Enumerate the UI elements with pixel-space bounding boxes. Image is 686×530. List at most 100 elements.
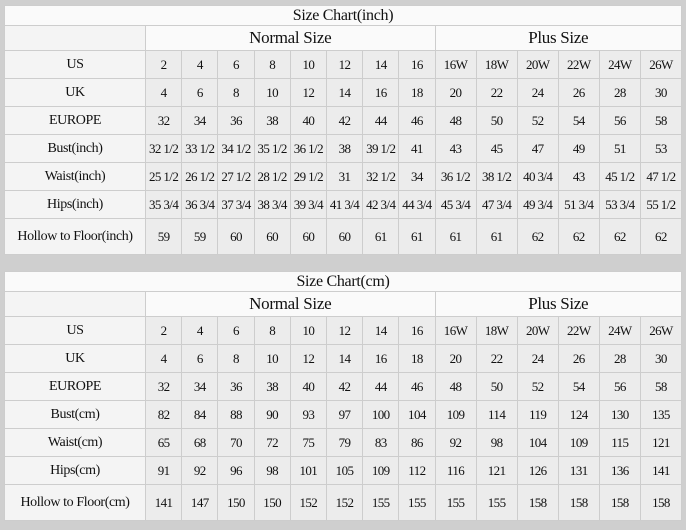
size-cell: 48 bbox=[434, 106, 477, 135]
size-cell: 45 3/4 bbox=[434, 190, 477, 219]
table-row: Hips(inch) 35 3/4 36 3/4 37 3/4 38 3/4 39 3/4… bbox=[4, 190, 683, 219]
size-cell: 32 bbox=[144, 106, 183, 135]
row-label: Hips(inch) bbox=[4, 190, 146, 219]
size-cell: 26W bbox=[639, 50, 683, 79]
size-cell: 12 bbox=[289, 344, 327, 373]
size-cell: 25 1/2 bbox=[144, 162, 183, 191]
size-cell: 36 bbox=[217, 372, 255, 401]
size-cell: 34 bbox=[398, 162, 436, 191]
size-cell: 126 bbox=[516, 456, 559, 485]
size-cell: 26W bbox=[639, 316, 683, 345]
size-cell: 16 bbox=[398, 50, 436, 79]
size-cell: 22W bbox=[557, 50, 600, 79]
size-cell: 34 bbox=[181, 372, 219, 401]
size-cell: 24 bbox=[516, 78, 559, 107]
size-cell: 27 1/2 bbox=[217, 162, 255, 191]
size-cell: 2 bbox=[144, 316, 183, 345]
size-cell: 130 bbox=[598, 400, 641, 429]
size-cell: 62 bbox=[639, 218, 683, 255]
size-chart-inch: Size Chart(inch) Normal Size Plus Size US 2 4… bbox=[4, 5, 683, 255]
row-label: Hips(cm) bbox=[4, 456, 146, 485]
blank-header-cell bbox=[4, 25, 146, 51]
size-cell: 135 bbox=[639, 400, 683, 429]
size-cell: 40 3/4 bbox=[516, 162, 559, 191]
size-cell: 109 bbox=[434, 400, 477, 429]
size-cell: 121 bbox=[639, 428, 683, 457]
size-cell: 24W bbox=[598, 50, 641, 79]
size-cell: 31 bbox=[325, 162, 364, 191]
size-cell: 38 bbox=[253, 372, 291, 401]
size-cell: 53 3/4 bbox=[598, 190, 641, 219]
size-cell: 26 1/2 bbox=[181, 162, 219, 191]
row-label: US bbox=[4, 316, 146, 345]
size-cell: 42 3/4 bbox=[362, 190, 400, 219]
size-cell: 42 bbox=[325, 106, 364, 135]
size-cell: 8 bbox=[253, 50, 291, 79]
size-cell: 36 1/2 bbox=[289, 134, 327, 163]
size-cell: 114 bbox=[475, 400, 518, 429]
size-cell: 38 3/4 bbox=[253, 190, 291, 219]
size-cell: 18 bbox=[398, 78, 436, 107]
size-cell: 29 1/2 bbox=[289, 162, 327, 191]
size-cell: 14 bbox=[362, 316, 400, 345]
size-cell: 20W bbox=[516, 50, 559, 79]
size-cell: 18W bbox=[475, 50, 518, 79]
row-label: Hollow to Floor(inch) bbox=[4, 218, 146, 255]
size-cell: 51 bbox=[598, 134, 641, 163]
size-cell: 8 bbox=[217, 78, 255, 107]
chart-title: Size Chart(inch) bbox=[4, 5, 682, 26]
size-cell: 53 bbox=[639, 134, 683, 163]
size-cell: 41 3/4 bbox=[325, 190, 364, 219]
size-cell: 72 bbox=[253, 428, 291, 457]
size-cell: 79 bbox=[325, 428, 364, 457]
size-cell: 61 bbox=[475, 218, 518, 255]
row-label: EUROPE bbox=[4, 106, 146, 135]
size-cell: 158 bbox=[557, 484, 600, 521]
size-cell: 93 bbox=[289, 400, 327, 429]
size-cell: 6 bbox=[217, 50, 255, 79]
size-cell: 92 bbox=[434, 428, 477, 457]
size-cell: 43 bbox=[557, 162, 600, 191]
plus-size-header: Plus Size bbox=[434, 291, 682, 317]
size-cell: 34 bbox=[181, 106, 219, 135]
row-label: Bust(inch) bbox=[4, 134, 146, 163]
size-cell: 45 1/2 bbox=[598, 162, 641, 191]
size-cell: 20 bbox=[434, 344, 477, 373]
size-cell: 124 bbox=[557, 400, 600, 429]
size-cell: 97 bbox=[325, 400, 364, 429]
size-cell: 38 bbox=[253, 106, 291, 135]
size-cell: 36 1/2 bbox=[434, 162, 477, 191]
size-cell: 62 bbox=[557, 218, 600, 255]
size-cell: 152 bbox=[289, 484, 327, 521]
table-row: Hollow to Floor(cm) 141 147 150 150 152 152 155… bbox=[4, 484, 683, 521]
size-cell: 32 bbox=[144, 372, 183, 401]
size-cell: 52 bbox=[516, 372, 559, 401]
row-label: Waist(inch) bbox=[4, 162, 146, 191]
size-cell: 155 bbox=[398, 484, 436, 521]
size-chart-cm: Size Chart(cm) Normal Size Plus Size US 2 4 6 8… bbox=[4, 271, 683, 521]
size-cell: 41 bbox=[398, 134, 436, 163]
size-cell: 18W bbox=[475, 316, 518, 345]
size-cell: 62 bbox=[598, 218, 641, 255]
size-cell: 61 bbox=[434, 218, 477, 255]
size-cell: 44 bbox=[362, 372, 400, 401]
size-cell: 50 bbox=[475, 106, 518, 135]
size-cell: 147 bbox=[181, 484, 219, 521]
table-row: Bust(cm) 82 84 88 90 93 97 100 104 109 114 119 124 13… bbox=[4, 400, 683, 429]
table-row: Hips(cm) 91 92 96 98 101 105 109 112 116 121 126 131… bbox=[4, 456, 683, 485]
size-cell: 49 bbox=[557, 134, 600, 163]
size-cell: 158 bbox=[598, 484, 641, 521]
row-label: Waist(cm) bbox=[4, 428, 146, 457]
size-cell: 96 bbox=[217, 456, 255, 485]
row-label: Hollow to Floor(cm) bbox=[4, 484, 146, 521]
size-cell: 86 bbox=[398, 428, 436, 457]
size-cell: 44 bbox=[362, 106, 400, 135]
size-cell: 158 bbox=[639, 484, 683, 521]
size-cell: 32 1/2 bbox=[144, 134, 183, 163]
size-cell: 155 bbox=[475, 484, 518, 521]
size-cell: 98 bbox=[475, 428, 518, 457]
table-row: US 2 4 6 8 10 12 14 16 16W 18W 20W 22W 24W 26W bbox=[4, 316, 683, 345]
size-cell: 36 bbox=[217, 106, 255, 135]
size-cell: 68 bbox=[181, 428, 219, 457]
size-cell: 83 bbox=[362, 428, 400, 457]
